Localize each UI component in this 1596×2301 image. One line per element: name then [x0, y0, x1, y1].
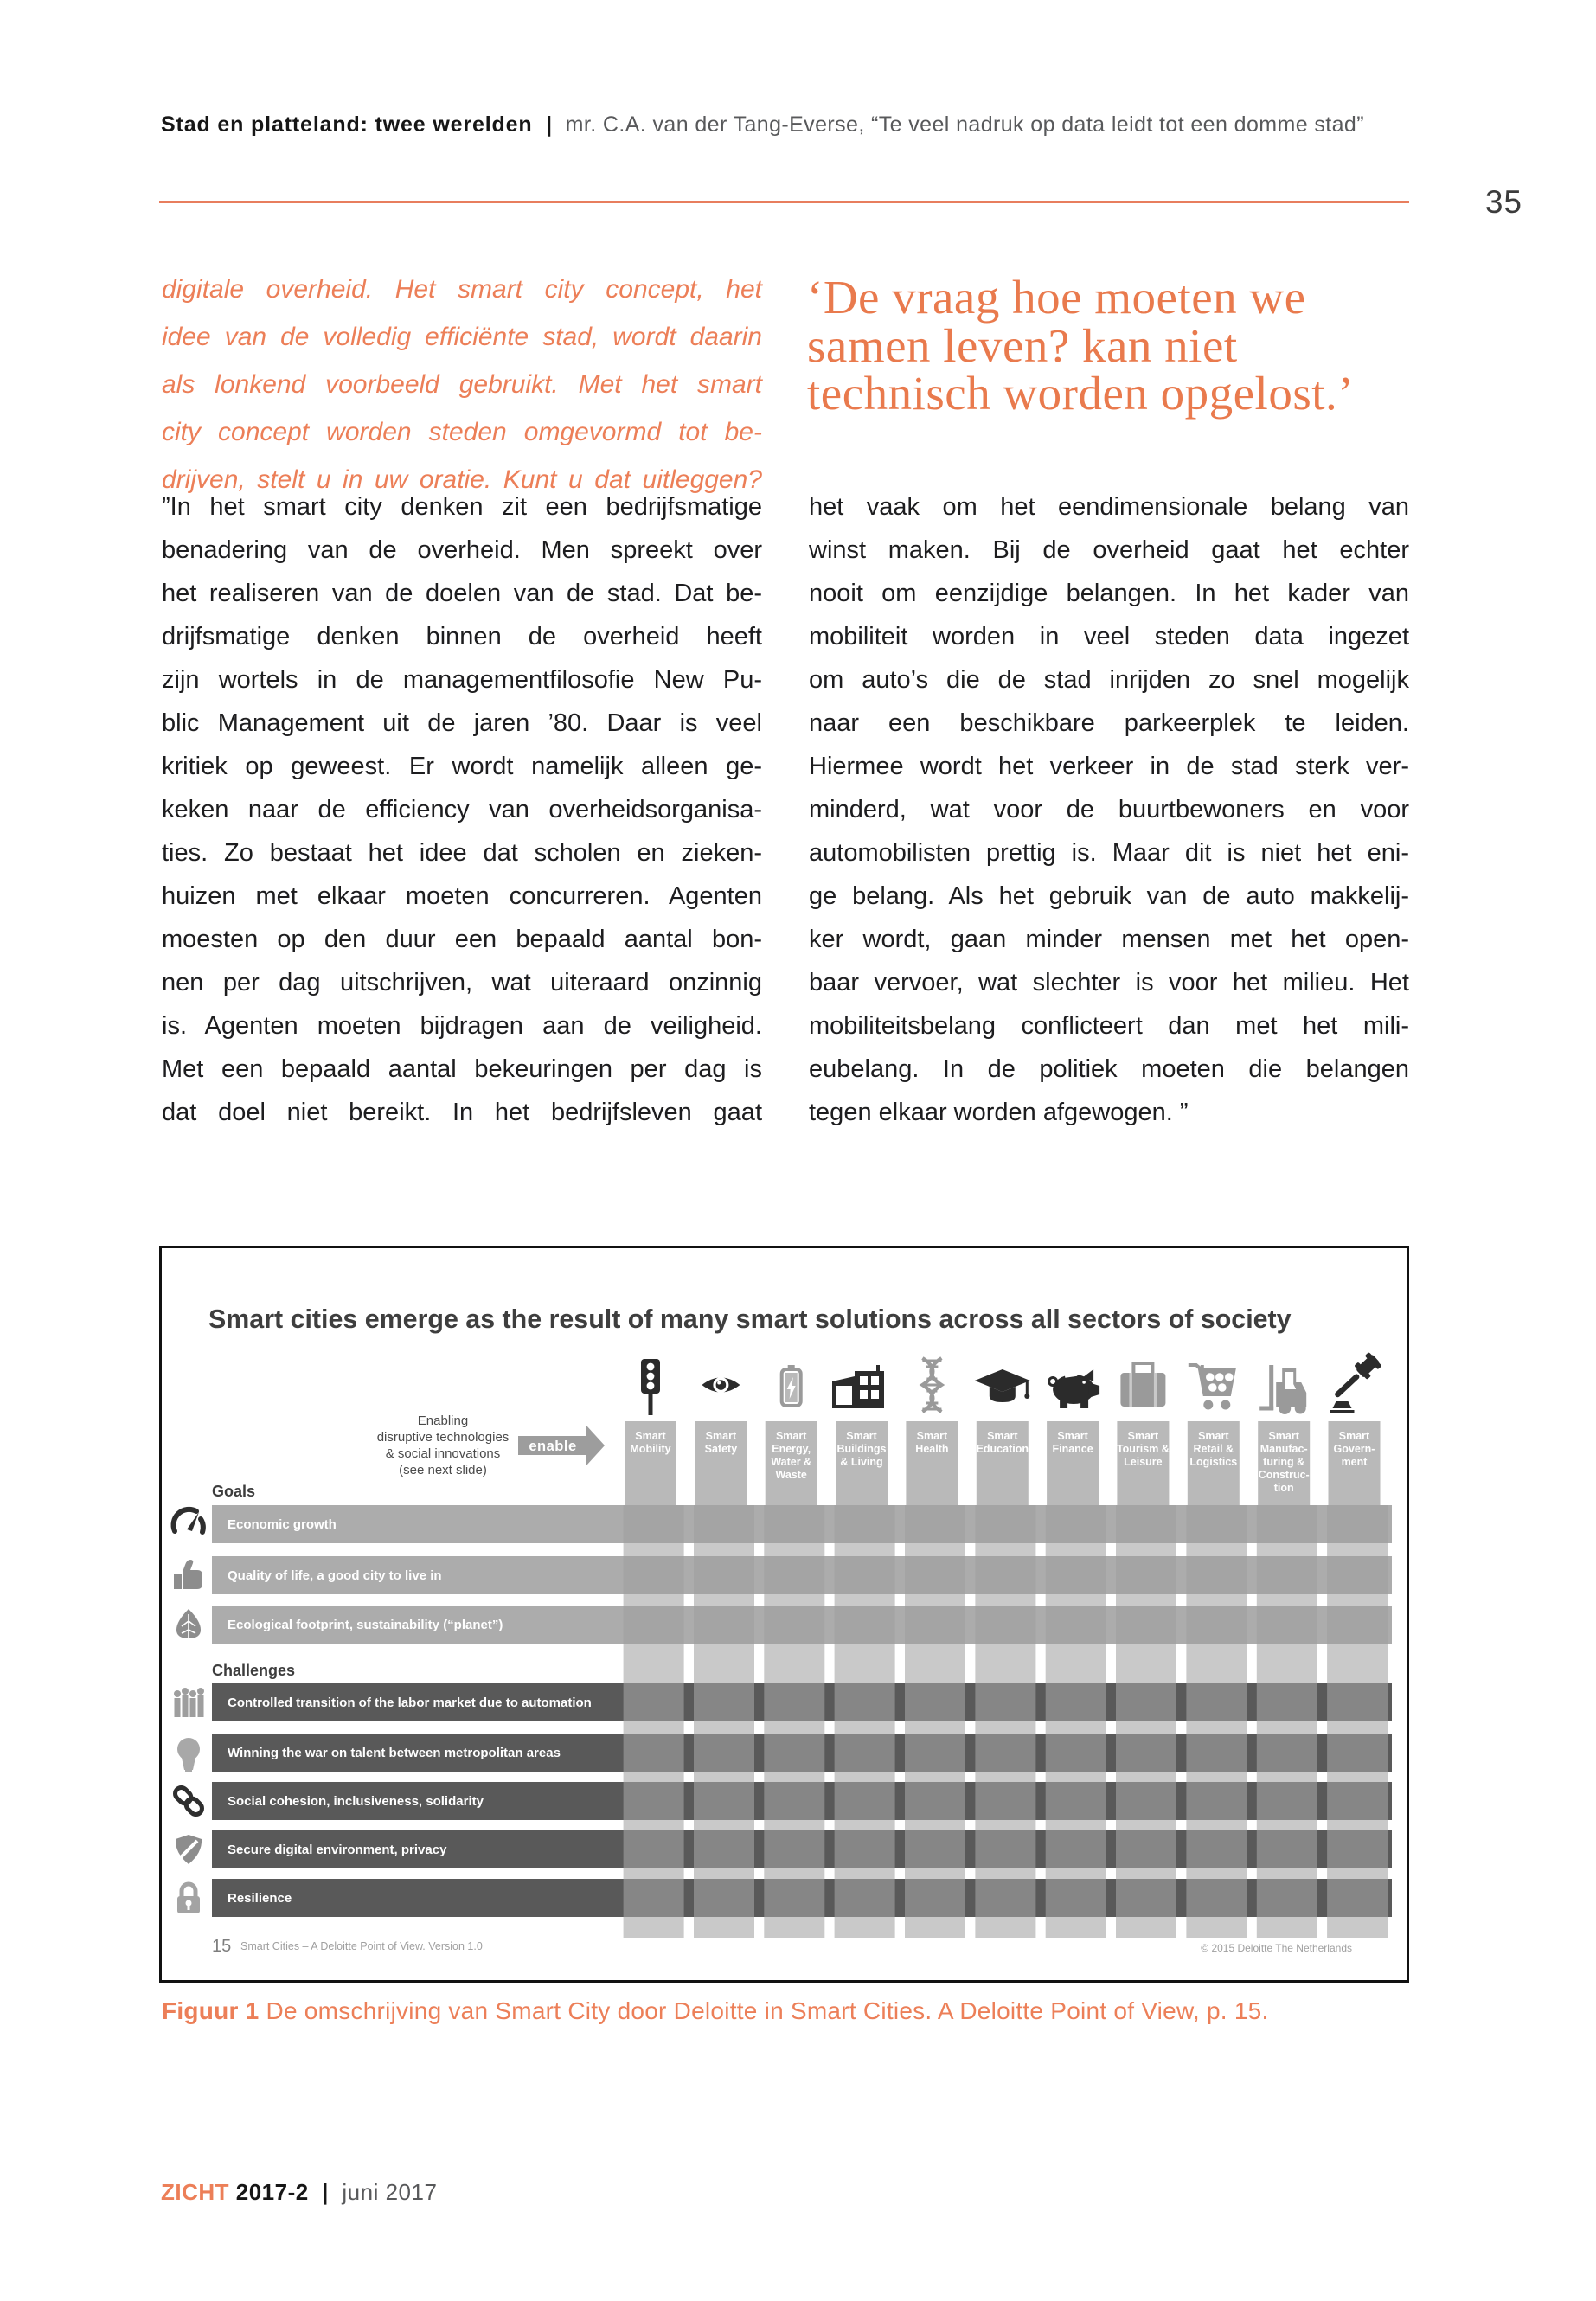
- svg-text:Smart: Smart: [776, 1430, 807, 1442]
- svg-text:Enabling: Enabling: [418, 1413, 468, 1428]
- svg-text:Challenges: Challenges: [212, 1662, 295, 1679]
- svg-text:Secure digital environment, pr: Secure digital environment, privacy: [228, 1843, 447, 1857]
- svg-text:Ecological footprint, sustaina: Ecological footprint, sustainability (“p…: [228, 1618, 503, 1632]
- svg-text:ment: ment: [1342, 1456, 1368, 1468]
- svg-text:Buildings: Buildings: [837, 1443, 887, 1455]
- svg-text:disruptive technologies: disruptive technologies: [377, 1430, 510, 1445]
- svg-text:Energy,: Energy,: [772, 1443, 811, 1455]
- svg-text:Mobility: Mobility: [630, 1443, 670, 1455]
- svg-text:& Living: & Living: [840, 1456, 882, 1468]
- svg-text:Smart: Smart: [846, 1430, 877, 1442]
- svg-text:Smart: Smart: [1268, 1430, 1299, 1442]
- svg-text:Smart: Smart: [1057, 1430, 1088, 1442]
- svg-text:Smart cities emerge as the res: Smart cities emerge as the result of man…: [208, 1304, 1292, 1334]
- svg-text:Tourism &: Tourism &: [1117, 1443, 1170, 1455]
- svg-text:© 2015 Deloitte The Netherland: © 2015 Deloitte The Netherlands: [1201, 1942, 1352, 1954]
- svg-text:Economic growth: Economic growth: [228, 1517, 337, 1532]
- svg-text:Resilience: Resilience: [228, 1891, 292, 1906]
- svg-text:Water &: Water &: [771, 1456, 811, 1468]
- svg-text:Waste: Waste: [776, 1469, 807, 1481]
- svg-text:Smart: Smart: [1128, 1430, 1159, 1442]
- svg-text:& social innovations: & social innovations: [386, 1446, 501, 1461]
- svg-text:Education: Education: [977, 1443, 1029, 1455]
- svg-text:(see next slide): (see next slide): [399, 1463, 487, 1477]
- svg-text:turing &: turing &: [1263, 1456, 1304, 1468]
- svg-text:Smart Cities – A Deloitte Poin: Smart Cities – A Deloitte Point of View.…: [240, 1940, 483, 1952]
- svg-text:Winning the war on talent betw: Winning the war on talent between metrop…: [228, 1746, 561, 1760]
- svg-text:tion: tion: [1274, 1482, 1294, 1494]
- svg-text:Smart: Smart: [706, 1430, 737, 1442]
- svg-text:Goals: Goals: [212, 1483, 255, 1500]
- svg-text:Retail &: Retail &: [1194, 1443, 1234, 1455]
- svg-text:Smart: Smart: [917, 1430, 948, 1442]
- svg-text:Smart: Smart: [635, 1430, 666, 1442]
- svg-text:Quality of life, a good city t: Quality of life, a good city to live in: [228, 1568, 442, 1583]
- svg-text:Safety: Safety: [705, 1443, 738, 1455]
- svg-text:Construc-: Construc-: [1259, 1469, 1310, 1481]
- svg-text:Smart: Smart: [1198, 1430, 1229, 1442]
- svg-text:15: 15: [212, 1937, 231, 1956]
- svg-text:Govern-: Govern-: [1334, 1443, 1375, 1455]
- svg-text:enable: enable: [529, 1439, 576, 1454]
- svg-text:Leisure: Leisure: [1124, 1456, 1163, 1468]
- svg-text:Finance: Finance: [1052, 1443, 1093, 1455]
- svg-text:Smart: Smart: [987, 1430, 1018, 1442]
- svg-text:Smart: Smart: [1339, 1430, 1370, 1442]
- svg-text:Social cohesion, inclusiveness: Social cohesion, inclusiveness, solidari…: [228, 1794, 484, 1809]
- svg-text:Logistics: Logistics: [1189, 1456, 1237, 1468]
- svg-text:Controlled transition of the l: Controlled transition of the labor marke…: [228, 1695, 592, 1710]
- svg-text:Manufac-: Manufac-: [1260, 1443, 1308, 1455]
- svg-text:Health: Health: [915, 1443, 948, 1455]
